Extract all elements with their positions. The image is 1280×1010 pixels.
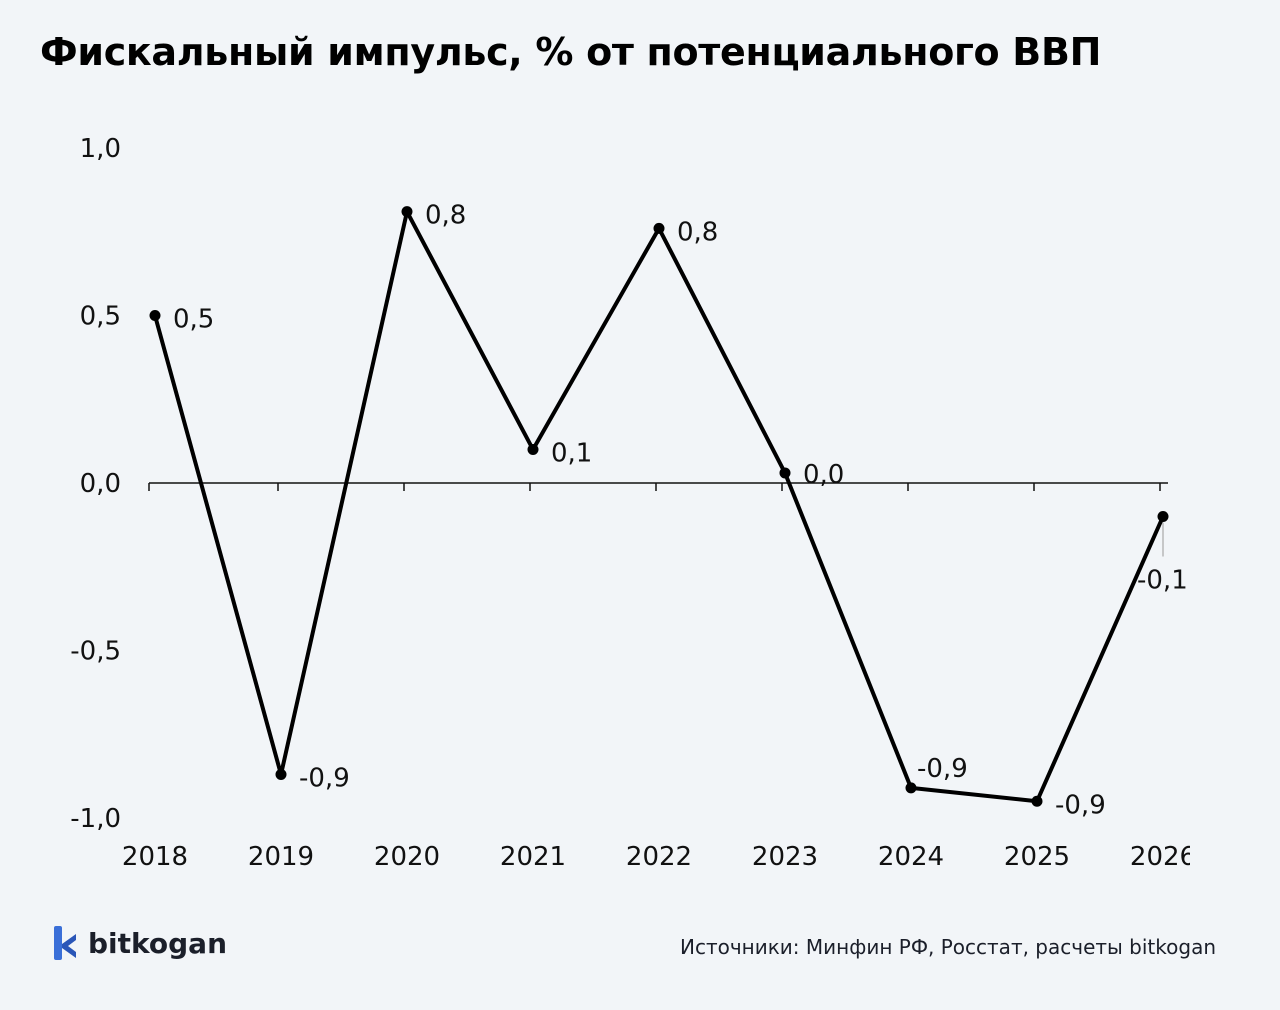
x-tick-label: 2025 — [1004, 842, 1070, 872]
y-tick-label: -1,0 — [70, 804, 121, 834]
data-label: -0,1 — [1137, 566, 1188, 596]
y-axis-labels: 1,0 0,5 0,0 -0,5 -1,0 — [70, 134, 121, 834]
data-points — [149, 206, 1169, 807]
y-tick-label: 0,5 — [80, 302, 121, 332]
line-chart: 1,0 0,5 0,0 -0,5 -1,0 0,5 -0,9 0,8 0,1 0,8 0,0 -0,… — [70, 134, 1196, 872]
x-tick-label: 2023 — [752, 842, 818, 872]
data-point — [401, 206, 413, 218]
zero-axis — [148, 482, 1168, 491]
data-point — [1157, 511, 1169, 522]
data-point — [779, 467, 791, 479]
data-label: -0,9 — [299, 763, 350, 793]
chart-title: Фискальный импульс, % от потенциального … — [40, 30, 1102, 74]
data-point — [527, 444, 539, 455]
source-note: Источники: Минфин РФ, Росстат, расчеты b… — [679, 935, 1216, 959]
data-point — [275, 768, 287, 780]
data-point — [653, 222, 665, 234]
data-label: 0,8 — [425, 201, 466, 231]
bitkogan-logo-icon — [54, 926, 76, 960]
data-label: 0,5 — [173, 305, 214, 335]
x-tick-label: 2026 — [1130, 842, 1196, 872]
x-tick-label: 2020 — [374, 842, 440, 872]
y-tick-label: 0,0 — [80, 469, 121, 499]
y-tick-label: 1,0 — [80, 134, 121, 164]
x-tick-label: 2021 — [500, 842, 566, 872]
data-label: -0,9 — [1055, 790, 1106, 820]
series-line — [153, 209, 1165, 804]
x-tick-label: 2024 — [878, 842, 944, 872]
x-axis-labels: 2018 2019 2020 2021 2022 2023 2024 2025 2026 — [122, 842, 1196, 872]
x-tick-label: 2019 — [248, 842, 314, 872]
data-point — [1031, 795, 1043, 807]
series-line-path — [153, 209, 1165, 804]
data-label: 0,0 — [803, 460, 844, 490]
data-label: 0,1 — [551, 439, 592, 469]
x-tick-label: 2018 — [122, 842, 188, 872]
brand-logo[interactable]: bitkogan — [52, 924, 227, 962]
data-label: 0,8 — [677, 217, 718, 247]
data-labels: 0,5 -0,9 0,8 0,1 0,8 0,0 -0,9 -0,9 -0,1 — [173, 201, 1188, 821]
y-tick-label: -0,5 — [70, 637, 121, 667]
brand-name: bitkogan — [88, 926, 228, 960]
data-point — [149, 310, 161, 321]
data-label: -0,9 — [917, 754, 968, 784]
x-tick-label: 2022 — [626, 842, 692, 872]
data-point — [905, 782, 917, 794]
